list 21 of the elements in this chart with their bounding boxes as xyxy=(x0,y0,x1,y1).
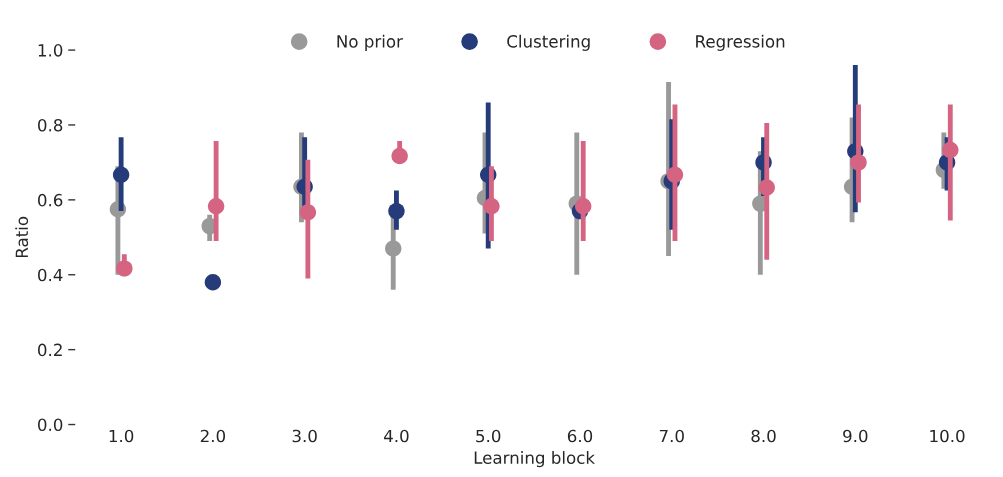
y-tick-label: 1.0 xyxy=(38,44,63,57)
legend-label: No prior xyxy=(337,34,403,51)
y-tick-label: 0.4 xyxy=(38,268,63,282)
y-tick-label: 0.8 xyxy=(38,118,63,132)
x-tick-label: 1.0 xyxy=(109,429,134,443)
x-tick-label: 9.0 xyxy=(843,429,868,443)
x-tick-label: 4.0 xyxy=(384,429,409,443)
y-tick-label: 0.2 xyxy=(38,343,62,357)
x-tick-label: 2.0 xyxy=(200,429,226,443)
x-tick-label: 8.0 xyxy=(751,429,776,443)
y-tick-label: 0.0 xyxy=(38,418,63,432)
y-tick-label: 0.6 xyxy=(38,193,63,207)
x-tick-label: 10.0 xyxy=(930,429,965,443)
x-tick-label: 6.0 xyxy=(567,429,593,443)
legend-label: Clustering xyxy=(507,34,590,51)
x-tick-label: 5.0 xyxy=(476,429,501,443)
x-tick-label: 7.0 xyxy=(659,429,684,443)
legend-label: Regression xyxy=(696,34,785,51)
x-axis-title: Learning block xyxy=(474,451,595,468)
x-tick-label: 3.0 xyxy=(292,429,317,443)
y-axis-title: Ratio xyxy=(15,216,29,258)
